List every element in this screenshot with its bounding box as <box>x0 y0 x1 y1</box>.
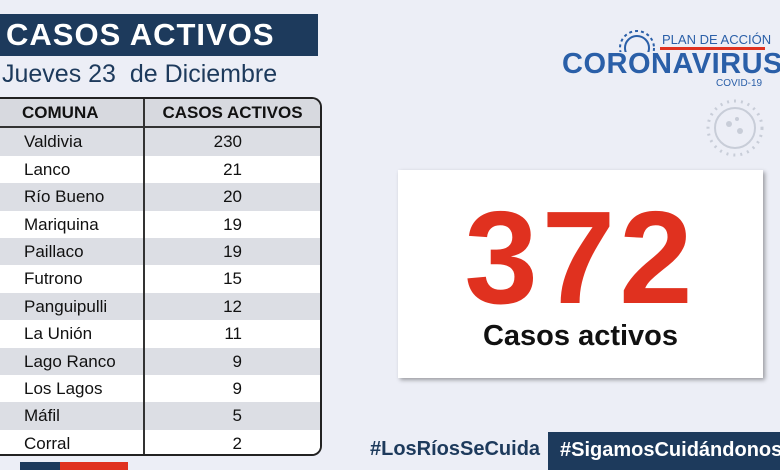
cases: 21 <box>223 159 242 179</box>
table-row: Futrono 15 <box>0 265 320 293</box>
table-row: Río Bueno 20 <box>0 183 320 211</box>
total-box: 372 Casos activos <box>398 170 763 378</box>
table-row: Panguipulli 12 <box>0 292 320 321</box>
table-row: Paillaco 19 <box>0 238 320 266</box>
logo-caption: COVID-19 <box>716 78 763 89</box>
cases: 9 <box>232 379 242 398</box>
comuna: Panguipulli <box>0 292 145 321</box>
comuna: Lago Ranco <box>0 347 145 375</box>
hashtag-box: #SigamosCuidándonos <box>548 432 780 470</box>
comuna: Máfil <box>0 402 145 430</box>
cases: 11 <box>224 324 242 344</box>
cases: 15 <box>223 269 242 289</box>
cases: 12 <box>223 296 242 316</box>
total-value: 372 <box>464 184 697 331</box>
cases: 19 <box>223 242 242 261</box>
comuna: Mariquina <box>0 210 145 238</box>
logo-icon <box>619 30 655 52</box>
comuna: La Unión <box>0 320 145 348</box>
logo-subtitle: PLAN DE ACCIÓN <box>662 32 772 47</box>
table-row: Lago Ranco 9 <box>0 347 320 375</box>
date: Jueves 23 de Diciembre <box>2 60 278 88</box>
total-label: Casos activos <box>482 320 679 352</box>
comuna: Los Lagos <box>0 375 145 403</box>
table-row: La Unión 11 <box>0 320 320 348</box>
comuna: Corral <box>0 429 145 454</box>
flag-stripe <box>20 462 128 470</box>
column-header: CASOS ACTIVOS <box>162 103 303 122</box>
cases: 230 <box>213 132 242 152</box>
virus-icon <box>706 99 764 157</box>
table-row: Valdivia 230 <box>0 128 320 156</box>
cases: 9 <box>232 351 242 371</box>
comuna: Río Bueno <box>0 183 145 211</box>
comuna: Valdivia <box>0 128 145 156</box>
cases: 5 <box>232 406 242 426</box>
hashtag: #LosRíosSeCuida <box>370 438 541 460</box>
table-row: Corral 2 <box>0 429 320 454</box>
comuna: Lanco <box>0 155 145 184</box>
table-row: Lanco 21 <box>0 155 320 184</box>
cases: 19 <box>223 214 242 234</box>
logo-title: CORONAVIRUS <box>562 48 780 80</box>
header-row: COMUNA CASOS ACTIVOS <box>0 99 320 129</box>
comuna: Paillaco <box>0 238 145 266</box>
column-header: COMUNA <box>0 99 145 127</box>
hashtag: #SigamosCuidándonos <box>560 439 780 461</box>
table-row: Máfil 5 <box>0 402 320 430</box>
table-row: Los Lagos 9 <box>0 375 320 403</box>
cases: 2 <box>232 433 242 453</box>
comuna: Futrono <box>0 265 145 293</box>
cases: 20 <box>223 187 242 207</box>
table: COMUNA CASOS ACTIVOS Valdivia 230 Lanco 21 Río… <box>0 97 322 456</box>
table-row: Mariquina 19 <box>0 210 320 238</box>
title: CASOS ACTIVOS <box>0 14 318 56</box>
logo-stripe <box>660 47 765 50</box>
